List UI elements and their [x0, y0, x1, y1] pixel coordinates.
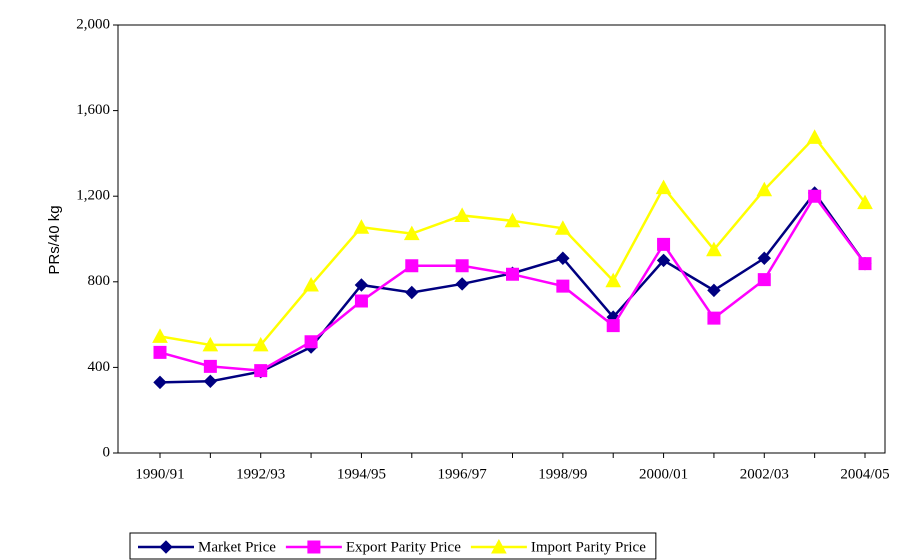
marker: [707, 311, 721, 325]
legend-label: Market Price: [198, 539, 276, 555]
marker: [806, 129, 823, 144]
y-tick-label: 2,000: [76, 16, 110, 32]
marker: [808, 189, 822, 203]
x-tick-label: 1994/95: [337, 466, 386, 482]
marker: [556, 251, 570, 265]
marker: [756, 181, 773, 197]
marker: [455, 259, 469, 273]
marker: [656, 253, 671, 268]
marker: [304, 335, 318, 349]
marker: [153, 345, 167, 359]
y-tick-label: 800: [88, 273, 111, 289]
x-tick-label: 1992/93: [236, 466, 285, 482]
marker: [657, 237, 671, 251]
y-axis-label: PRs/40 kg: [46, 205, 63, 274]
marker: [857, 194, 873, 210]
marker: [605, 272, 622, 288]
marker: [757, 251, 771, 265]
marker: [354, 294, 368, 308]
marker: [706, 241, 722, 257]
marker: [504, 212, 521, 228]
legend-box: [129, 532, 657, 560]
marker: [353, 219, 370, 234]
marker: [403, 225, 420, 241]
marker: [506, 267, 519, 281]
y-tick-label: 400: [88, 359, 111, 375]
y-tick-label: 1,600: [76, 102, 110, 118]
marker: [655, 179, 672, 195]
marker: [203, 359, 217, 373]
plot-frame: [117, 24, 886, 454]
marker: [159, 540, 173, 554]
legend: Market Price Export Parity Price Import Pa…: [129, 532, 657, 560]
marker: [303, 276, 319, 292]
legend-label: Export Parity Price: [346, 539, 461, 555]
y-tick-label: 1,200: [76, 188, 110, 204]
marker: [202, 336, 219, 352]
marker: [252, 336, 269, 352]
marker: [254, 364, 268, 378]
legend-label: Import Parity Price: [531, 539, 646, 555]
x-tick-label: 1998/99: [538, 466, 587, 482]
marker: [405, 285, 419, 300]
marker: [152, 328, 168, 343]
marker: [491, 538, 507, 554]
x-tick-label: 1996/97: [438, 466, 488, 482]
marker: [153, 375, 167, 390]
series-line: [159, 135, 866, 347]
marker: [405, 259, 419, 273]
marker: [307, 540, 321, 554]
marker: [606, 319, 620, 333]
marker: [556, 279, 570, 293]
marker: [203, 374, 218, 389]
marker: [455, 277, 469, 291]
marker: [757, 273, 771, 287]
x-tick-label: 2000/01: [639, 466, 688, 482]
marker: [707, 283, 721, 298]
x-tick-label: 1990/91: [135, 466, 184, 482]
x-tick-label: 2002/03: [740, 466, 789, 482]
y-tick-label: 0: [103, 444, 111, 460]
marker: [354, 278, 369, 292]
marker: [454, 207, 470, 222]
x-tick-label: 2004/05: [840, 466, 889, 482]
marker: [858, 257, 872, 271]
marker: [555, 220, 571, 235]
